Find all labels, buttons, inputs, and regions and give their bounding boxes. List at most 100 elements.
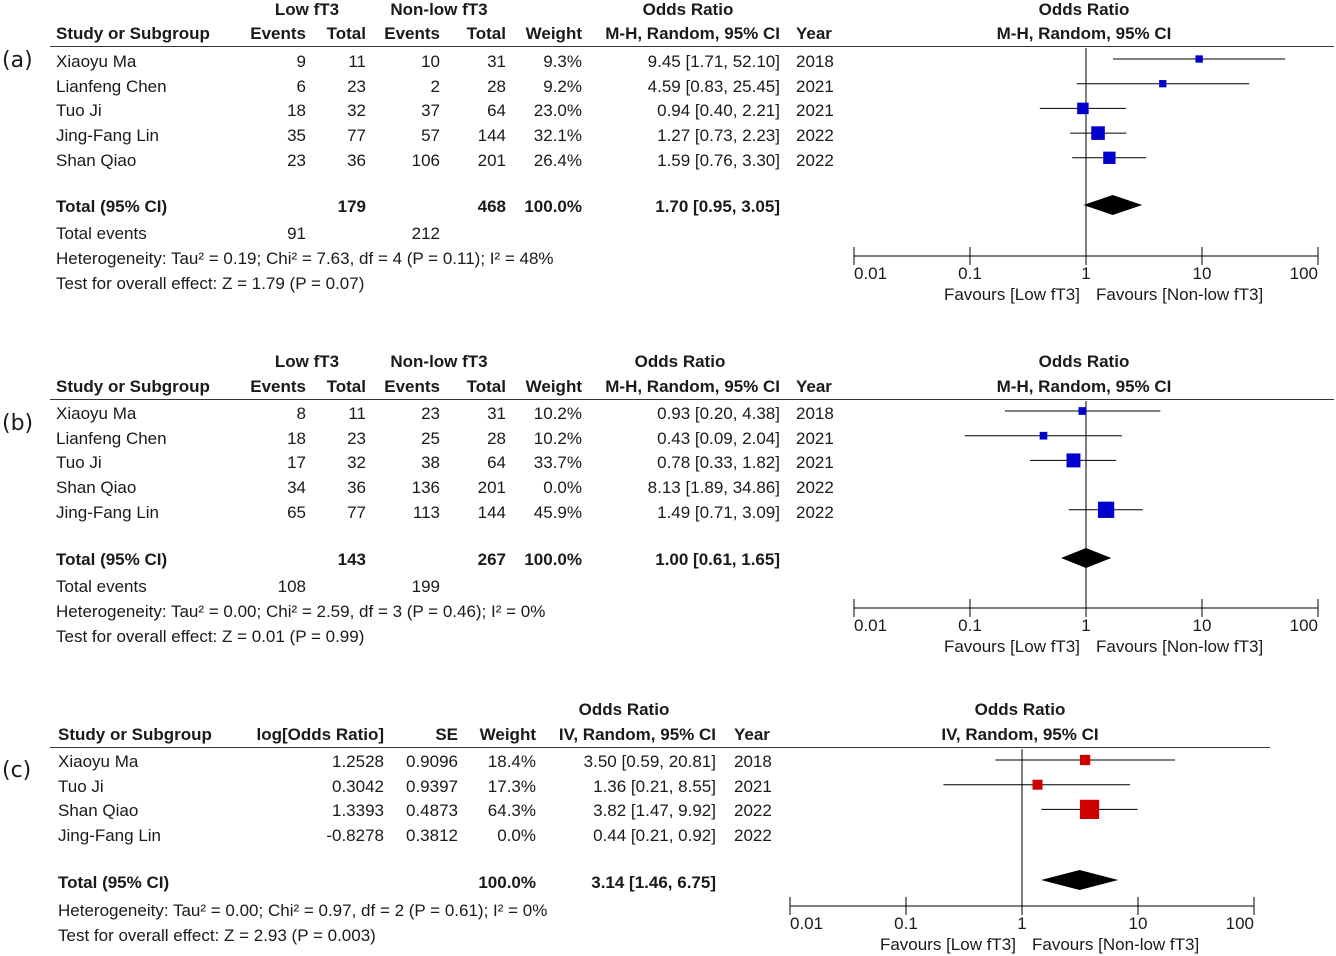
events2-cell: 57 — [421, 126, 440, 146]
total-t2: 468 — [477, 197, 506, 216]
total1-cell: 11 — [348, 52, 366, 71]
total-label: Total (95% CI) — [56, 550, 168, 569]
panel-label: (c) — [2, 758, 32, 783]
study-marker — [1032, 779, 1043, 790]
summary-diamond — [1083, 195, 1143, 215]
events2-cell: 106 — [411, 150, 440, 170]
total2-cell: 28 — [487, 76, 506, 96]
weight-cell: 45.9% — [533, 502, 582, 522]
or-title: Odds Ratio — [578, 700, 670, 719]
events-e1: 91 — [287, 224, 306, 243]
summary-diamond — [1061, 548, 1112, 568]
total1-cell: 23 — [347, 428, 366, 448]
weight-cell: 9.3% — [543, 52, 582, 71]
year-cell: 2021 — [796, 453, 834, 473]
col-study: Study or Subgroup — [56, 377, 210, 396]
study-name: Jing-Fang Lin — [58, 826, 162, 846]
col-events1: Events — [250, 24, 306, 43]
total2-cell: 144 — [477, 126, 506, 146]
events2-cell: 136 — [411, 478, 440, 498]
total-weight: 100.0% — [478, 873, 536, 892]
plot-or-title: Odds Ratio — [974, 700, 1066, 719]
group1-header: Low fT3 — [274, 352, 340, 371]
panel-label: (b) — [2, 411, 34, 436]
events-e2: 199 — [411, 577, 440, 596]
events2-cell: 38 — [421, 453, 440, 473]
col-year: Year — [796, 377, 832, 396]
study-name: Shan Qiao — [56, 150, 137, 170]
heterogeneity: Heterogeneity: Tau² = 0.00; Chi² = 2.59,… — [56, 602, 546, 621]
study-name: Tuo Ji — [58, 776, 104, 796]
ci-cell: 8.13 [1.89, 34.86] — [647, 478, 780, 498]
study-name: Xiaoyu Ma — [58, 752, 139, 771]
weight-cell: 0.0% — [497, 826, 536, 846]
study-name: Lianfeng Chen — [56, 76, 167, 96]
summary-diamond — [1041, 870, 1119, 890]
se-cell: 0.9096 — [406, 752, 458, 771]
study-name: Xiaoyu Ma — [56, 404, 137, 423]
plot-method: M-H, Random, 95% CI — [996, 377, 1172, 396]
events2-cell: 37 — [421, 101, 440, 121]
events1-cell: 65 — [287, 502, 306, 522]
ci-cell: 9.45 [1.71, 52.10] — [647, 52, 780, 71]
events1-cell: 9 — [296, 52, 306, 71]
events1-cell: 34 — [287, 478, 306, 498]
study-marker — [1078, 407, 1087, 415]
forest-plot: 0.01 0.1 1 10 100 Favours [Low fT3] Favours [N… — [853, 48, 1319, 304]
study-name: Lianfeng Chen — [56, 428, 167, 448]
favours-left-label: Favours [Low fT3] — [880, 935, 1016, 954]
total-weight: 100.0% — [524, 550, 582, 569]
weight-cell: 32.1% — [533, 126, 582, 146]
study-name: Tuo Ji — [56, 453, 102, 473]
weight-cell: 9.2% — [543, 76, 582, 96]
year-cell: 2021 — [796, 76, 834, 96]
ci-cell: 0.93 [0.20, 4.38] — [657, 404, 780, 423]
total2-cell: 144 — [477, 502, 506, 522]
col-total2: Total — [466, 24, 506, 43]
study-marker — [1091, 126, 1105, 140]
total-t2: 267 — [477, 550, 506, 569]
total2-cell: 28 — [487, 428, 506, 448]
favours-left-label: Favours [Low fT3] — [944, 285, 1080, 304]
study-name: Jing-Fang Lin — [56, 126, 160, 146]
group1-header: Low fT3 — [274, 0, 340, 19]
overall-effect: Test for overall effect: Z = 2.93 (P = 0… — [58, 926, 376, 945]
ci-cell: 4.59 [0.83, 25.45] — [647, 76, 780, 96]
heterogeneity: Heterogeneity: Tau² = 0.00; Chi² = 0.97,… — [58, 901, 548, 920]
total2-cell: 64 — [487, 101, 506, 121]
col-method: M-H, Random, 95% CI — [605, 24, 780, 43]
x-tick-label: 0.1 — [958, 616, 982, 635]
ci-cell: 1.59 [0.76, 3.30] — [657, 150, 780, 170]
ci-cell: 3.82 [1.47, 9.92] — [593, 801, 716, 821]
study-name: Shan Qiao — [58, 801, 139, 821]
events1-cell: 23 — [287, 150, 306, 170]
favours-right-label: Favours [Non-low fT3] — [1032, 935, 1199, 954]
events-e1: 108 — [277, 577, 306, 596]
col-study: Study or Subgroup — [58, 725, 212, 744]
events2-cell: 10 — [421, 52, 440, 71]
plot-or-title: Odds Ratio — [1038, 0, 1130, 19]
col-se: SE — [435, 725, 458, 744]
total1-cell: 77 — [347, 126, 366, 146]
study-marker — [1077, 102, 1089, 115]
x-tick-label: 10 — [1129, 914, 1148, 933]
col-events1: Events — [250, 377, 306, 396]
events-label: Total events — [56, 577, 147, 596]
x-tick-label: 100 — [1226, 914, 1254, 933]
x-tick-label: 100 — [1290, 616, 1318, 635]
se-cell: 0.3812 — [406, 826, 458, 846]
total2-cell: 31 — [487, 52, 506, 71]
col-weight: Weight — [525, 24, 582, 43]
events2-cell: 25 — [421, 428, 440, 448]
col-logor: log[Odds Ratio] — [256, 725, 384, 744]
year-cell: 2018 — [796, 52, 834, 71]
weight-cell: 23.0% — [533, 101, 582, 121]
total2-cell: 31 — [487, 404, 506, 423]
col-events2: Events — [384, 377, 440, 396]
year-cell: 2018 — [734, 752, 772, 771]
ci-cell: 0.94 [0.40, 2.21] — [657, 101, 780, 121]
total2-cell: 64 — [487, 453, 506, 473]
year-cell: 2021 — [796, 101, 834, 121]
heterogeneity: Heterogeneity: Tau² = 0.19; Chi² = 7.63,… — [56, 249, 554, 268]
